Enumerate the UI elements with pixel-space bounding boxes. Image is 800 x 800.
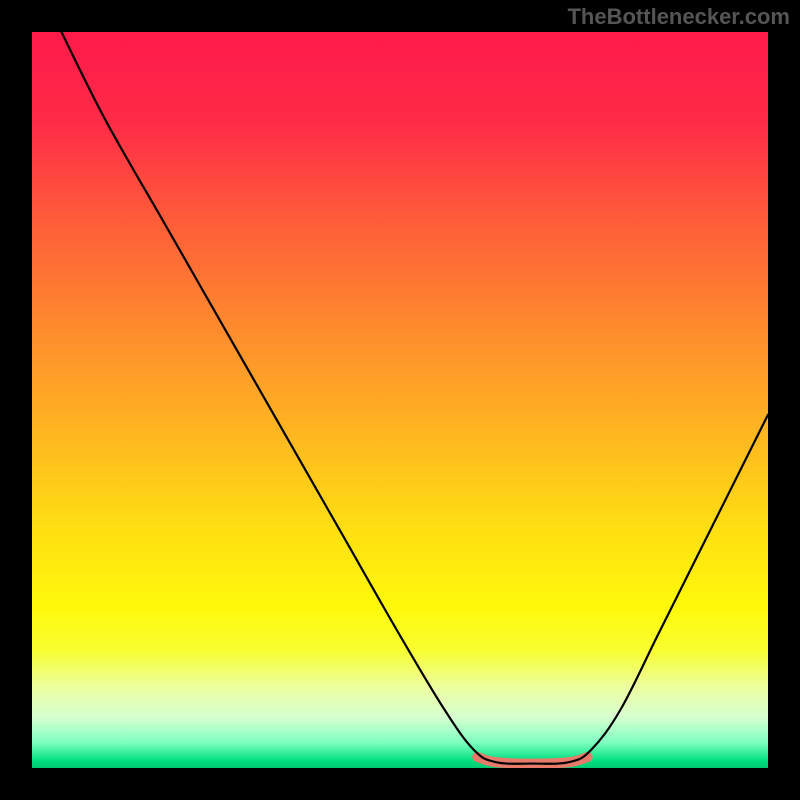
watermark-label: TheBottlenecker.com (567, 4, 790, 30)
chart-container: TheBottlenecker.com (0, 0, 800, 800)
bottleneck-chart (0, 0, 800, 800)
